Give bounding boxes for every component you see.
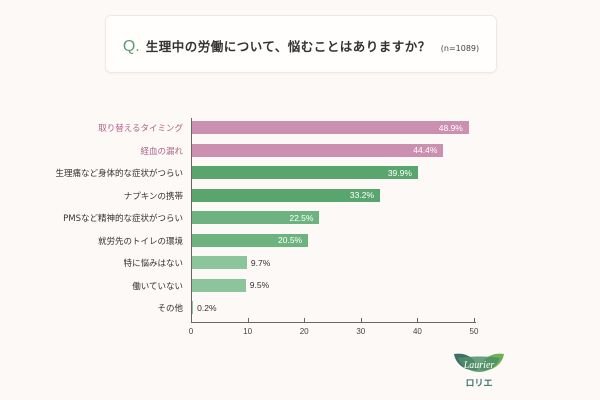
laurier-logo: Laurier ロリエ xyxy=(454,353,504,389)
x-tick xyxy=(474,318,475,323)
bar xyxy=(192,278,246,292)
bar xyxy=(192,256,247,269)
x-tick-label: 50 xyxy=(469,327,479,336)
x-tick-label: 10 xyxy=(243,327,253,336)
bar xyxy=(192,121,469,134)
y-axis-line xyxy=(191,118,192,323)
value-label: 39.9% xyxy=(387,167,412,178)
category-label: ナプキンの携帯 xyxy=(123,191,183,202)
value-label: 9.5% xyxy=(249,280,270,290)
x-tick-label: 40 xyxy=(412,327,422,336)
category-label: 就労先のトイレの環境 xyxy=(97,236,183,247)
category-label: 経血の漏れ xyxy=(140,146,183,157)
q-mark: Q. xyxy=(122,38,140,55)
x-tick-label: 20 xyxy=(299,327,309,336)
bar xyxy=(192,211,320,224)
x-tick xyxy=(191,318,192,323)
value-label: 22.5% xyxy=(289,212,314,223)
logo-brand-text: Laurier xyxy=(463,360,495,371)
logo-jp-text: ロリエ xyxy=(465,378,492,389)
bar xyxy=(192,166,418,179)
value-label: 33.2% xyxy=(349,190,375,200)
category-label: その他 xyxy=(157,304,183,314)
value-label: 20.5% xyxy=(278,235,303,245)
category-label: 働いていない xyxy=(132,281,183,292)
x-tick xyxy=(304,318,306,323)
question-text: 生理中の労働について、悩むことはありますか？ xyxy=(145,39,431,54)
x-tick-label: 30 xyxy=(356,327,366,336)
category-label: 生理痛など身体的な症状がつらい xyxy=(55,169,183,179)
x-tick xyxy=(360,318,362,323)
value-label: 0.2% xyxy=(197,302,217,313)
bar xyxy=(192,188,380,202)
value-label: 48.9% xyxy=(438,122,463,133)
category-label: 特に悩みはない xyxy=(123,259,183,269)
x-axis-line xyxy=(191,322,476,323)
question-line: Q. 生理中の労働について、悩むことはありますか？ (n=1089) xyxy=(106,36,496,56)
x-tick-label: 0 xyxy=(188,327,194,336)
question-box: Q. 生理中の労働について、悩むことはありますか？ (n=1089) xyxy=(105,15,497,73)
bar xyxy=(192,233,309,247)
value-label: 44.4% xyxy=(413,145,438,155)
category-label: 取り替えるタイミング xyxy=(98,124,183,134)
bar xyxy=(192,301,194,314)
sample-size: (n=1089) xyxy=(440,44,480,53)
value-label: 9.7% xyxy=(250,257,271,268)
bar xyxy=(192,143,444,157)
x-tick xyxy=(417,318,419,323)
x-tick xyxy=(247,318,249,323)
category-label: PMSなど精神的な症状がつらい xyxy=(63,214,183,224)
